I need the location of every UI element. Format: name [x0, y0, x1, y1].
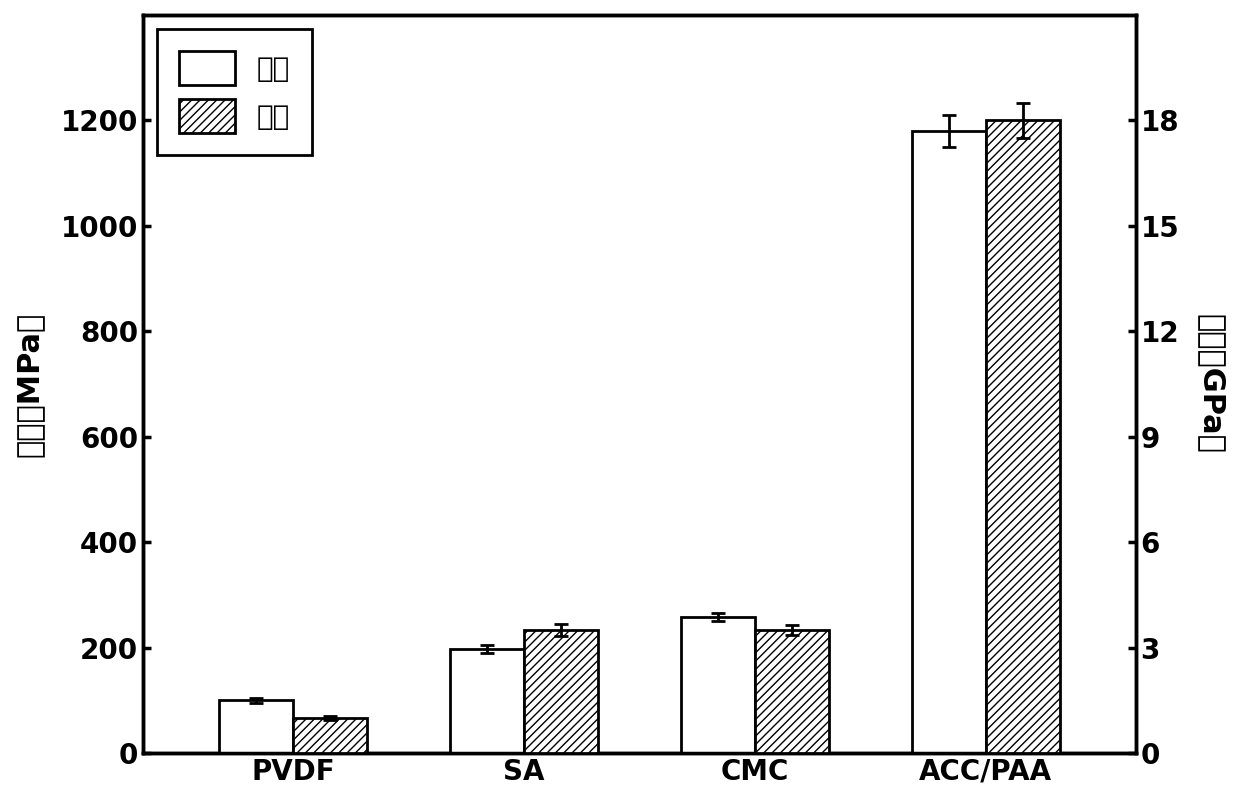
Bar — [293, 718, 367, 753]
Bar — [911, 131, 986, 753]
Y-axis label: 模量（GPa）: 模量（GPa） — [1197, 314, 1225, 454]
Y-axis label: 硬度（MPa）: 硬度（MPa） — [15, 312, 43, 457]
Bar — [986, 120, 1059, 753]
Bar — [219, 700, 293, 753]
Bar — [450, 650, 523, 753]
Bar — [681, 617, 755, 753]
Bar — [755, 630, 828, 753]
Legend: 硬度, 模量: 硬度, 模量 — [156, 29, 312, 155]
Bar — [523, 630, 598, 753]
